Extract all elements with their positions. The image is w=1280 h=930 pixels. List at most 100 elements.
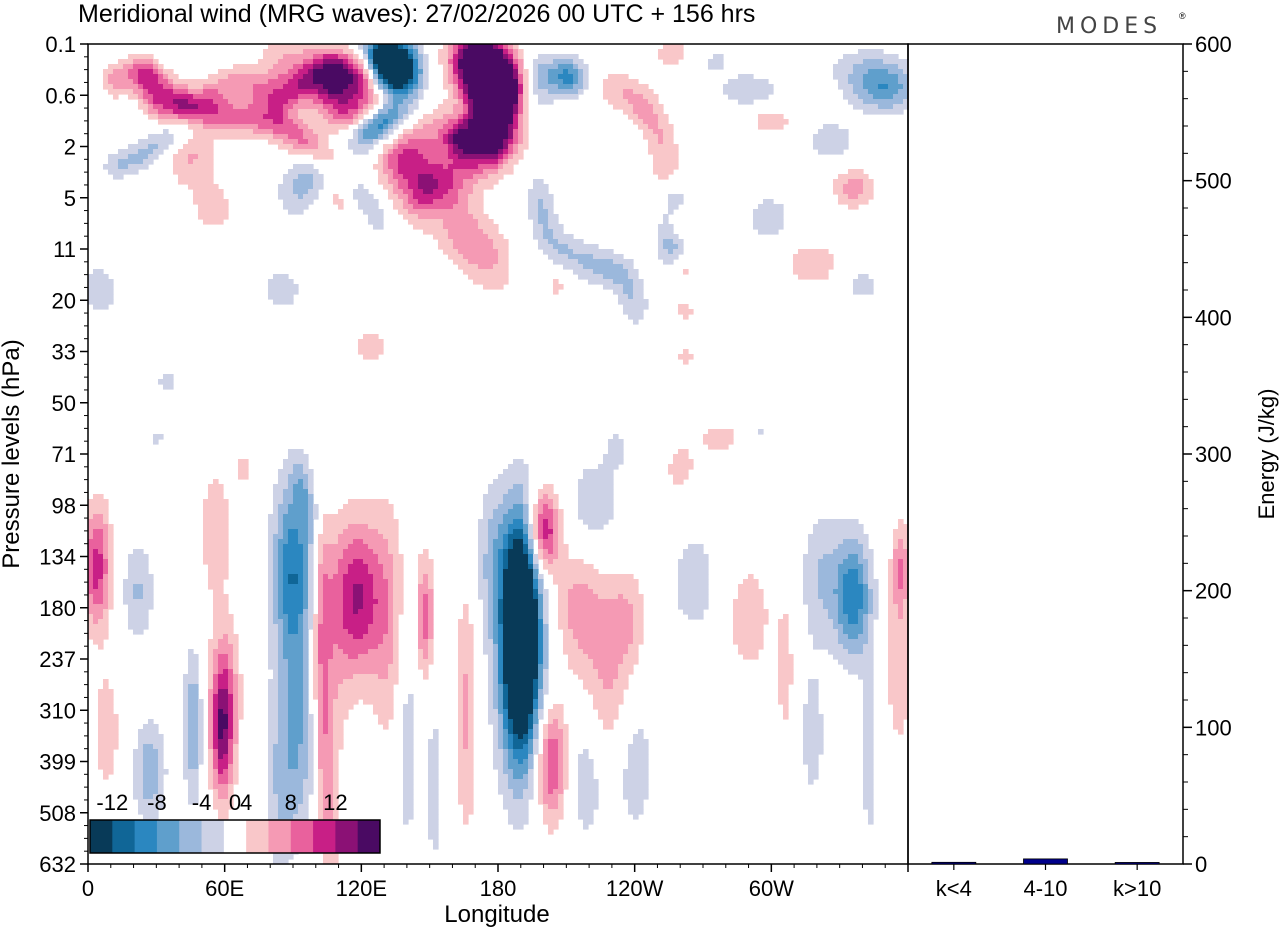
heatmap-cell [308,594,314,600]
heatmap-cell [458,249,499,255]
heatmap-cell [883,59,909,65]
heatmap-cell [133,764,144,770]
heatmap-cell [358,114,364,120]
heatmap-cell [453,104,464,110]
heatmap-cell [143,764,159,770]
heatmap-cell [503,794,514,800]
heatmap-cell [503,709,509,715]
heatmap-cell [888,574,894,580]
heatmap-cell [338,539,354,545]
heatmap-cell [283,519,309,525]
heatmap-cell [478,549,489,555]
heatmap-cell [223,729,229,735]
heatmap-cell [498,169,514,175]
heatmap-cell [893,554,909,560]
heatmap-cell [288,579,299,585]
heatmap-cell [393,599,404,605]
heatmap-cell [268,734,279,740]
heatmap-cell [488,624,494,630]
heatmap-cell [553,504,559,510]
heatmap-cell [458,744,464,750]
heatmap-cell [218,89,254,95]
heatmap-cell [633,814,639,820]
heatmap-cell [323,729,329,735]
heatmap-cell [863,59,884,65]
heatmap-cell [493,604,499,610]
heatmap-cell [418,149,449,155]
heatmap-cell [778,624,789,630]
heatmap-cell [463,689,469,695]
heatmap-cell [423,619,429,625]
heatmap-cell [858,614,864,620]
heatmap-cell [688,614,704,620]
heatmap-cell [478,534,489,540]
heatmap-cell [273,669,279,675]
heatmap-cell [343,614,374,620]
heatmap-cell [558,784,564,790]
energy-tick-label: 200 [1195,579,1232,604]
heatmap-cell [553,509,559,515]
heatmap-cell [103,564,109,570]
heatmap-cell [678,559,709,565]
heatmap-cell [848,669,874,675]
heatmap-cell [483,599,489,605]
colorbar-swatch [290,820,314,853]
heatmap-cell [398,179,409,185]
heatmap-cell [803,739,824,745]
heatmap-cell [268,684,279,690]
heatmap-cell [308,604,314,610]
heatmap-cell [628,114,639,120]
heatmap-cell [128,614,149,620]
heatmap-cell [298,114,324,120]
heatmap-cell [513,824,524,830]
heatmap-cell [218,699,229,705]
heatmap-cell [313,639,319,645]
heatmap-cell [238,689,244,695]
heatmap-cell [528,554,534,560]
heatmap-cell [268,104,284,110]
heatmap-cell [528,779,534,785]
heatmap-cell [533,594,539,600]
colorbar-swatch [357,820,381,853]
heatmap-cell [803,599,824,605]
heatmap-cell [628,804,644,810]
heatmap-cell [493,659,499,665]
heatmap-cell [473,174,489,180]
heatmap-cell [428,799,439,805]
heatmap-cell [283,644,304,650]
heatmap-cell [448,49,454,55]
heatmap-cell [858,579,864,585]
heatmap-cell [548,519,554,525]
heatmap-cell [478,584,489,590]
heatmap-cell [293,104,324,110]
heatmap-cell [348,139,359,145]
heatmap-cell [863,689,874,695]
heatmap-cell [363,94,369,100]
heatmap-cell [503,804,529,810]
heatmap-cell [493,599,499,605]
heatmap-cell [868,629,874,635]
heatmap-cell [438,59,449,65]
heatmap-cell [418,664,429,670]
heatmap-cell [298,139,309,145]
heatmap-cell [343,579,374,585]
heatmap-cell [513,59,519,65]
heatmap-cell [368,44,374,50]
heatmap-cell [483,574,494,580]
heatmap-cell [198,709,204,715]
heatmap-cell [523,504,529,510]
heatmap-cell [103,534,109,540]
heatmap-cell [613,289,624,295]
heatmap-cell [108,539,114,545]
heatmap-cell [428,769,439,775]
heatmap-cell [483,644,494,650]
heatmap-cell [403,44,409,50]
heatmap-cell [458,154,499,160]
heatmap-cell [283,104,294,110]
heatmap-cell [493,749,504,755]
heatmap-cell [493,614,499,620]
heatmap-cell [103,544,109,550]
heatmap-cell [648,144,679,150]
heatmap-cell [498,629,504,635]
heatmap-cell [503,554,509,560]
